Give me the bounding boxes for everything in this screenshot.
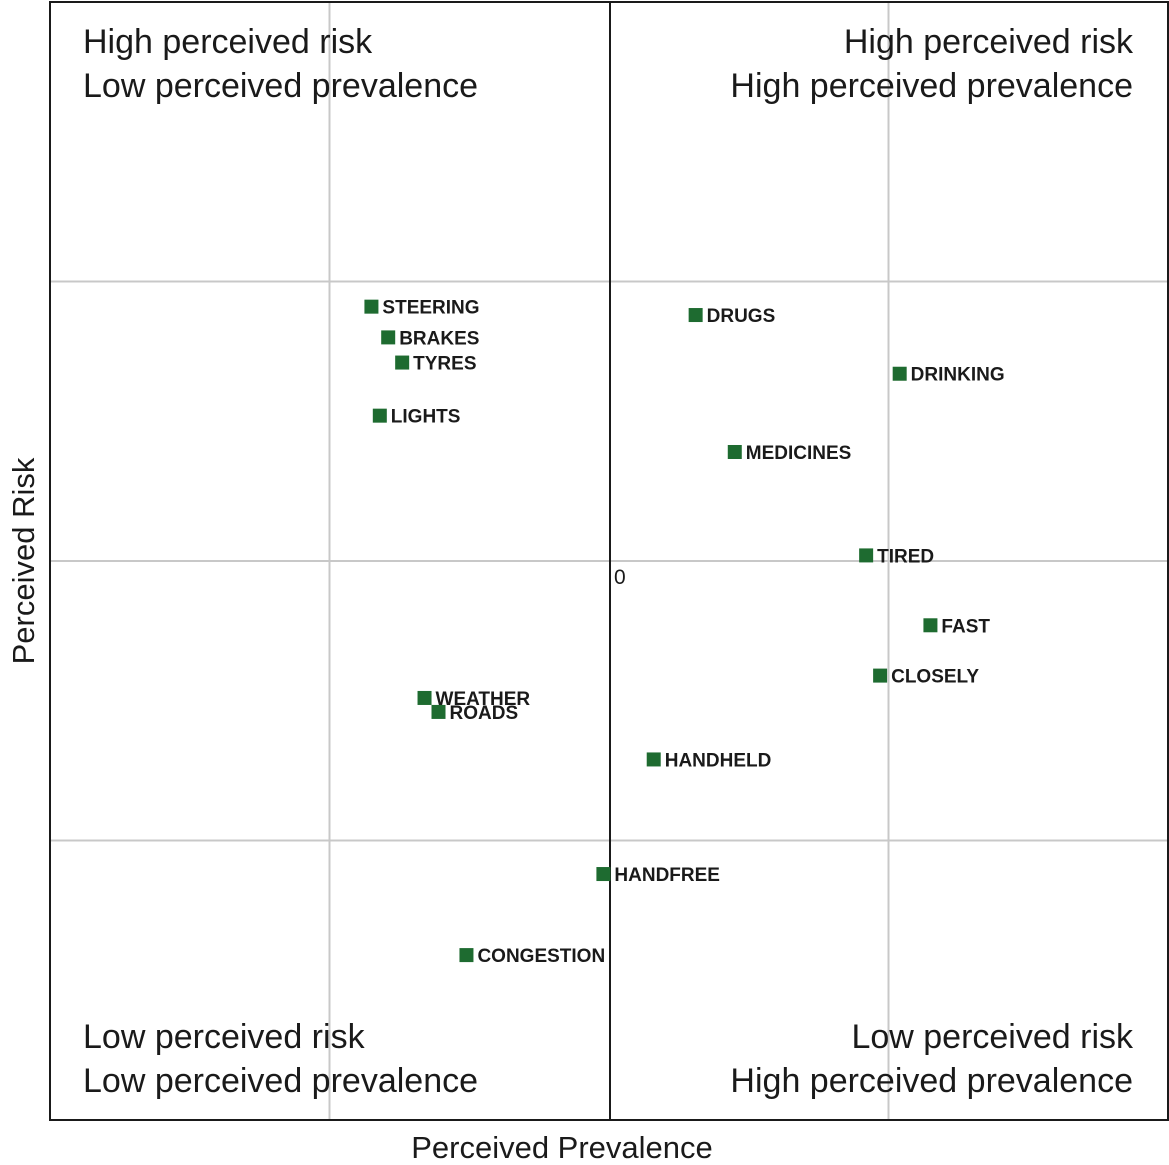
point-marker-lights (372, 408, 387, 423)
point-label-medicines: MEDICINES (746, 443, 852, 464)
quadrant-bottom-right-line2: High perceived prevalence (730, 1062, 1133, 1100)
plot-frame (49, 1, 1169, 1121)
point-label-closely: CLOSELY (891, 667, 979, 688)
point-label-handfree: HANDFREE (614, 865, 720, 886)
quadrant-bottom-right-line1: Low perceived risk (851, 1018, 1134, 1056)
point-marker-weather (417, 690, 432, 705)
quadrant-top-right-line1: High perceived risk (844, 23, 1134, 61)
quadrant-top-left-line2: Low perceived prevalence (83, 67, 478, 105)
point-marker-brakes (381, 330, 396, 345)
point-label-drinking: DRINKING (911, 365, 1005, 386)
quadrant-top-right-line2: High perceived prevalence (730, 67, 1133, 105)
point-label-weather: WEATHER (436, 689, 531, 710)
point-marker-fast (923, 618, 938, 633)
point-marker-steering (364, 299, 379, 314)
point-marker-closely (873, 668, 888, 683)
quadrant-bottom-left-line2: Low perceived prevalence (83, 1062, 478, 1100)
point-marker-tired (859, 548, 874, 563)
point-label-drugs: DRUGS (707, 306, 776, 327)
point-label-roads: ROADS (450, 703, 519, 724)
point-marker-drugs (688, 308, 703, 323)
origin-label: 0 (614, 566, 626, 589)
point-label-lights: LIGHTS (391, 407, 461, 428)
point-label-brakes: BRAKES (399, 328, 479, 349)
x-axis-title: Perceived Prevalence (411, 1130, 713, 1165)
point-label-tyres: TYRES (413, 354, 476, 375)
point-label-handheld: HANDHELD (665, 750, 772, 771)
point-marker-medicines (727, 444, 742, 459)
data-points: STEERING BRAKES TYRES LIGHTS DRUGS DRINKING ME… (364, 298, 1005, 967)
point-label-fast: FAST (941, 616, 990, 637)
center-axes (609, 2, 611, 1120)
point-label-congestion: CONGESTION (477, 946, 605, 967)
point-marker-handheld (646, 752, 661, 767)
point-label-steering: STEERING (382, 298, 479, 319)
point-marker-tyres (395, 355, 410, 370)
quadrant-bottom-left-line1: Low perceived risk (83, 1018, 366, 1056)
point-marker-drinking (892, 366, 907, 381)
point-marker-handfree (596, 867, 611, 882)
y-axis-title: Perceived Risk (6, 457, 41, 664)
point-marker-roads (431, 704, 446, 719)
point-marker-congestion (459, 948, 474, 963)
point-label-tired: TIRED (877, 546, 934, 567)
quadrant-top-left-line1: High perceived risk (83, 23, 373, 61)
